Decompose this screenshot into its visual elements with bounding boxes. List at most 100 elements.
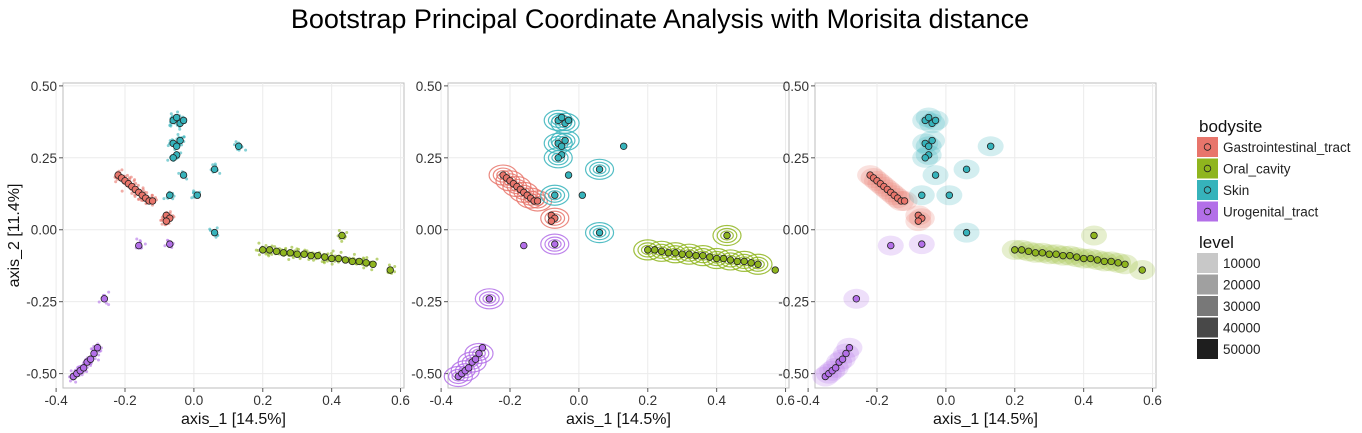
data-point	[564, 171, 573, 179]
data-point	[595, 165, 604, 174]
bootstrap-point	[166, 158, 170, 162]
density-contour	[547, 150, 569, 166]
series-gastrointestinal-tract	[113, 168, 176, 227]
bootstrap-point	[393, 264, 397, 268]
panel-1: -0.4 -0.2 0.0 0.2 0.4 0.6 0.50 0.25 0.00 -0.25 -0.…	[6, 79, 410, 428]
density-contour	[509, 181, 524, 192]
bootstrap-point	[132, 179, 136, 183]
bootstrap-point	[137, 197, 141, 201]
legend-level-key	[1197, 339, 1218, 359]
bootstrap-point	[97, 353, 101, 357]
data-point	[595, 228, 604, 237]
data-point	[334, 254, 343, 263]
data-point	[1066, 251, 1074, 260]
data-point	[723, 231, 731, 240]
data-point	[307, 251, 315, 260]
data-point	[1052, 250, 1060, 258]
bootstrap-point	[267, 254, 271, 258]
data-point	[1045, 250, 1053, 258]
bootstrap-point	[182, 135, 186, 139]
density-contour	[503, 175, 517, 186]
data-point	[135, 241, 143, 250]
data-point	[1100, 257, 1109, 266]
bootstrap-point	[244, 148, 248, 152]
data-point	[1011, 246, 1019, 254]
bootstrap-point	[168, 210, 172, 214]
data-point	[1031, 249, 1040, 257]
bootstrap-point	[370, 268, 374, 272]
data-point	[193, 191, 202, 199]
data-point	[845, 344, 854, 352]
bootstrap-point	[162, 197, 166, 201]
data-point	[740, 257, 748, 266]
data-point	[234, 142, 243, 151]
density-contour	[712, 224, 742, 247]
density-contour	[544, 210, 566, 226]
density-contour	[547, 213, 562, 224]
data-point	[259, 246, 267, 254]
data-point	[657, 247, 666, 256]
legend-level-label: 50000	[1223, 342, 1261, 357]
bootstrap-point	[74, 380, 78, 384]
density-contour	[589, 161, 610, 177]
y-tick-label: 0.00	[416, 223, 442, 238]
data-point	[314, 251, 322, 260]
data-point	[90, 349, 98, 358]
series-oral-cavity	[1001, 225, 1156, 281]
density-contour	[550, 129, 580, 152]
data-point	[557, 113, 566, 122]
bootstrap-point	[387, 263, 391, 267]
legend-key-point	[1203, 164, 1212, 173]
data-point	[578, 191, 587, 199]
x-tick-label: 0.0	[569, 393, 588, 408]
bootstrap-point	[163, 244, 167, 248]
bootstrap-point	[178, 127, 182, 131]
bootstrap-point	[93, 357, 97, 361]
density-contour	[540, 207, 570, 229]
bootstrap-point	[145, 191, 149, 195]
legend-key-point	[1203, 186, 1212, 194]
data-point	[918, 240, 926, 248]
bootstrap-point	[107, 290, 111, 294]
legend-level-key	[1197, 317, 1218, 338]
data-point	[918, 191, 926, 199]
x-tick-label: 0.6	[1143, 393, 1162, 408]
x-axis-title: axis_1 [14.5%]	[933, 411, 1038, 428]
legend-level-label: 30000	[1223, 299, 1261, 314]
data-point	[557, 142, 566, 151]
density-contour	[544, 236, 566, 252]
bootstrap-point	[331, 249, 335, 253]
density-contour	[543, 147, 573, 169]
bootstrap-point	[169, 112, 173, 116]
x-tick-label: -0.4	[796, 393, 820, 408]
bootstrap-point	[135, 237, 139, 241]
data-point	[533, 197, 542, 205]
bootstrap-point	[254, 248, 258, 252]
bootstrap-point	[284, 246, 288, 250]
legend-label: Gastrointestinal_tract	[1223, 140, 1351, 155]
data-point	[928, 136, 936, 145]
data-point	[551, 191, 559, 199]
data-point	[1017, 246, 1026, 254]
data-point	[671, 249, 680, 257]
bootstrap-point	[89, 347, 93, 351]
density-contour	[506, 178, 528, 195]
bootstrap-point	[273, 245, 277, 249]
series-gastrointestinal-tract	[488, 164, 570, 229]
bootstrap-point	[215, 226, 219, 230]
x-tick-label: 0.2	[1005, 393, 1024, 408]
density-contour	[516, 187, 546, 209]
data-point	[86, 355, 95, 363]
density-contour	[464, 342, 494, 365]
bootstrap-point	[97, 300, 101, 304]
data-point	[321, 253, 329, 261]
bootstrap-point	[264, 243, 268, 247]
series-skin	[540, 109, 628, 244]
data-point	[914, 217, 923, 225]
data-point	[551, 240, 559, 248]
bootstrap-point	[352, 252, 356, 256]
data-point	[520, 241, 528, 250]
data-point	[692, 251, 700, 260]
data-point	[1038, 249, 1047, 257]
